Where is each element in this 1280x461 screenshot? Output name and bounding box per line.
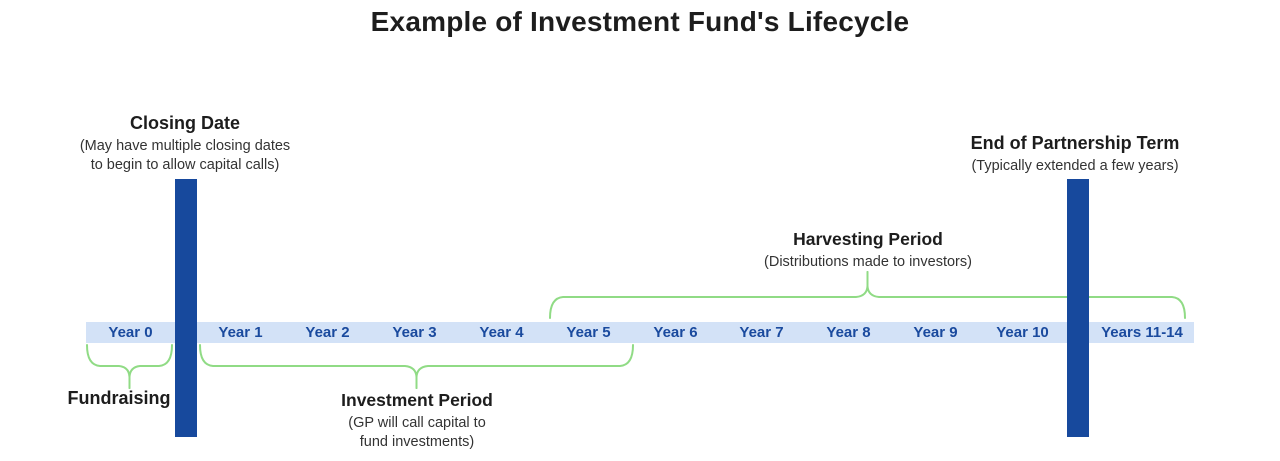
timeline-band: Year 0 Year 1 Year 2 Year 3 Year 4 Year … — [86, 322, 1194, 343]
closing-date-bar — [175, 179, 197, 437]
year-cell-1: Year 1 — [218, 324, 263, 341]
investment-period-brace — [199, 344, 634, 389]
closing-date-label: Closing Date — [129, 113, 240, 133]
harvesting-period-annotation: Harvesting Period (Distributions made to… — [693, 229, 1043, 272]
year-cell-0: Year 0 — [108, 324, 153, 341]
investment-period-note-line2: fund investments) — [359, 434, 475, 451]
fundraising-brace — [86, 344, 173, 389]
year-cell-7: Year 7 — [739, 324, 784, 341]
end-of-term-label: End of Partnership Term — [970, 133, 1180, 153]
year-cell-4: Year 4 — [479, 324, 524, 341]
fundraising-label: Fundraising — [67, 388, 171, 408]
page-title: Example of Investment Fund's Lifecycle — [370, 6, 910, 37]
year-cell-6: Year 6 — [653, 324, 698, 341]
closing-date-annotation: Closing Date (May have multiple closing … — [30, 113, 340, 176]
closing-date-note: (May have multiple closing dates to begi… — [30, 137, 340, 176]
investment-period-label: Investment Period — [341, 390, 493, 410]
closing-date-note-line1: (May have multiple closing dates — [79, 138, 291, 154]
year-cell-5: Year 5 — [566, 324, 611, 341]
year-cell-3: Year 3 — [392, 324, 437, 341]
harvesting-period-note: (Distributions made to investors) — [764, 254, 972, 270]
end-of-term-bar — [1067, 179, 1089, 437]
year-cell-10: Year 10 — [996, 324, 1049, 341]
end-of-term-annotation: End of Partnership Term (Typically exten… — [925, 133, 1225, 176]
fundraising-annotation: Fundraising — [19, 388, 219, 409]
harvesting-period-brace — [549, 271, 1186, 319]
year-cell-8: Year 8 — [826, 324, 871, 341]
year-cell-11: Years 11-14 — [1101, 324, 1183, 341]
investment-period-note: (GP will call capital to fund investment… — [267, 414, 567, 453]
investment-period-note-line1: (GP will call capital to — [348, 415, 486, 431]
end-of-term-note: (Typically extended a few years) — [971, 158, 1179, 174]
investment-period-annotation: Investment Period (GP will call capital … — [267, 390, 567, 453]
year-cell-2: Year 2 — [305, 324, 350, 341]
closing-date-note-line2: to begin to allow capital calls) — [90, 157, 280, 174]
harvesting-period-label: Harvesting Period — [793, 229, 943, 249]
year-cell-9: Year 9 — [913, 324, 958, 341]
